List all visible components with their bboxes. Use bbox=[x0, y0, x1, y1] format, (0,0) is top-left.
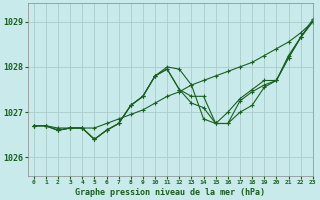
X-axis label: Graphe pression niveau de la mer (hPa): Graphe pression niveau de la mer (hPa) bbox=[75, 188, 265, 197]
